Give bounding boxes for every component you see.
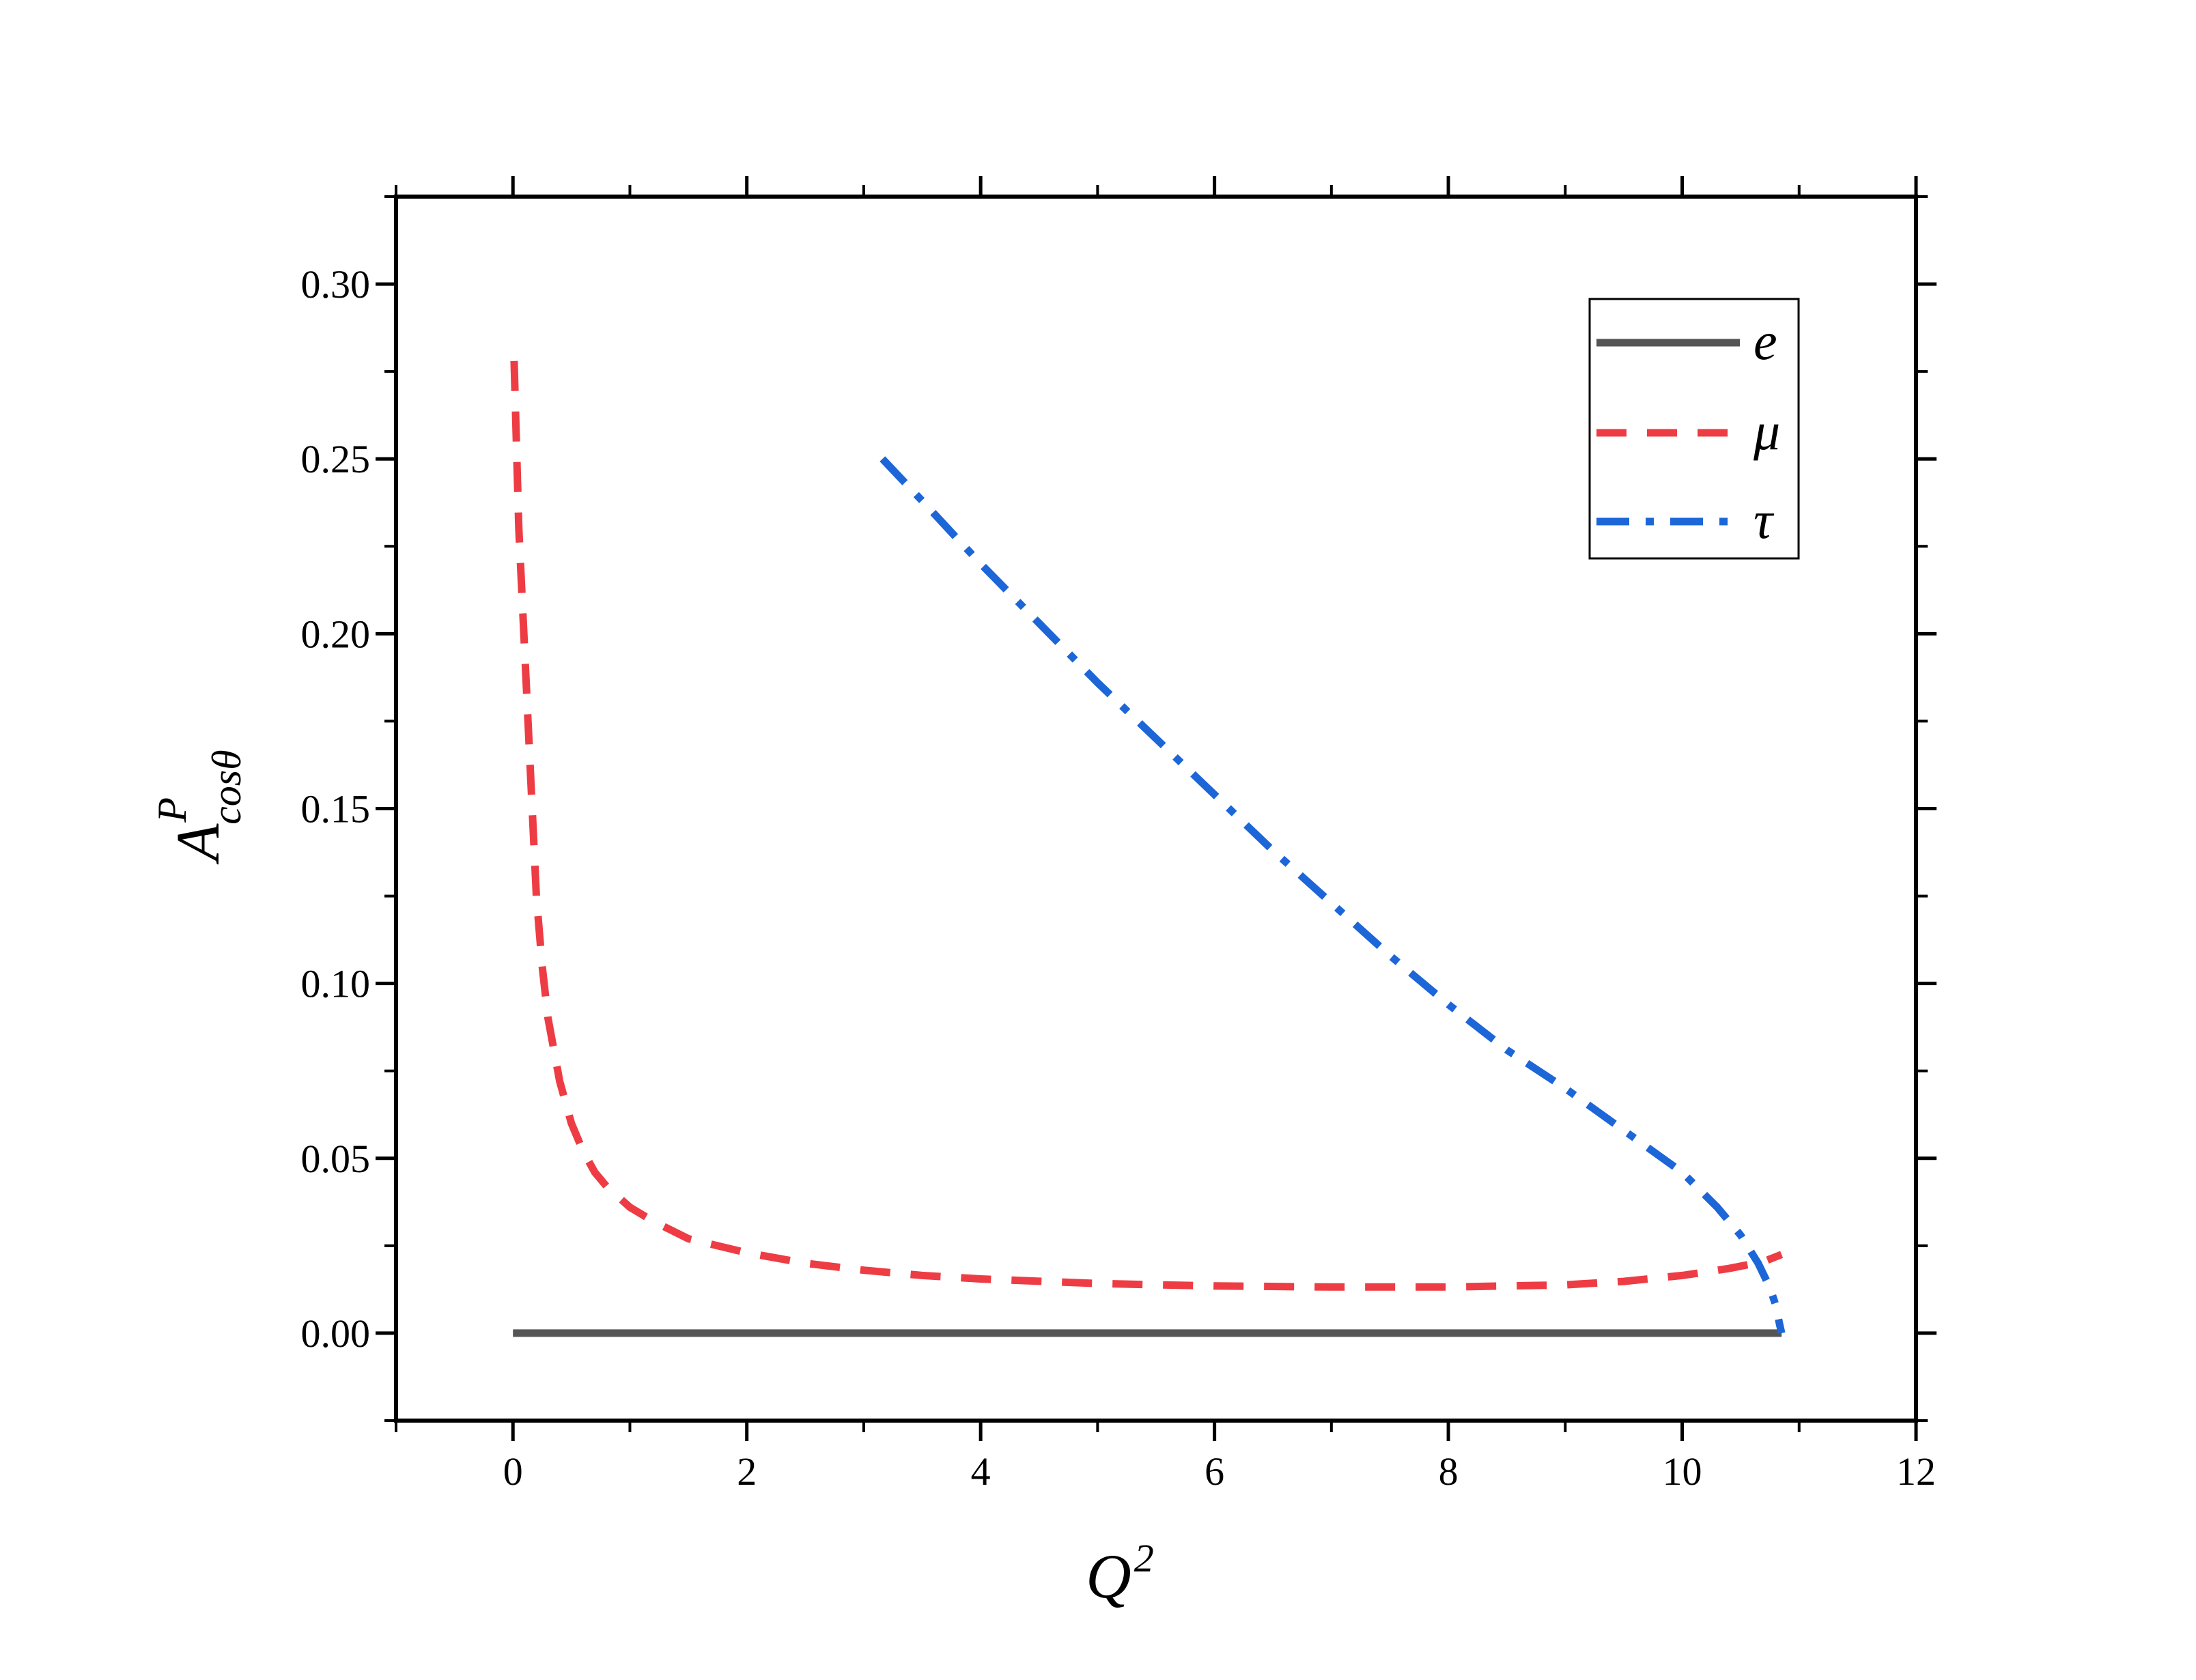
y-axis-label-sub: cosθ [204, 750, 249, 824]
ticks-layer [376, 176, 1937, 1441]
y-tick-label: 0.30 [301, 262, 371, 307]
series-line-2 [879, 456, 1786, 1335]
y-axis-label-base: A [165, 823, 232, 865]
legend-label-2: τ [1754, 490, 1775, 550]
x-tick-label: 10 [1663, 1449, 1702, 1494]
legend-items: eμτ [1596, 311, 1780, 550]
series-line-1 [510, 360, 1784, 1291]
series-layer [510, 360, 1786, 1337]
y-axis-label: AP cosθ [150, 750, 249, 864]
x-tick-label: 2 [737, 1449, 757, 1494]
y-tick-label: 0.15 [301, 787, 371, 831]
x-axis-label: Q2 [1086, 1536, 1153, 1611]
y-tick-label: 0.05 [301, 1137, 371, 1181]
x-tick-label: 4 [971, 1449, 991, 1494]
y-tick-label: 0.25 [301, 437, 371, 481]
legend: eμτ [1588, 298, 1800, 560]
x-tick-label: 8 [1439, 1449, 1459, 1494]
x-axis-label-base: Q [1086, 1541, 1131, 1611]
y-tick-label: 0.00 [301, 1311, 371, 1356]
y-tick-label: 0.20 [301, 612, 371, 656]
y-tick-label: 0.10 [301, 962, 371, 1006]
legend-label-0: e [1754, 311, 1777, 371]
legend-label-1: μ [1753, 401, 1780, 461]
x-axis-label-sup: 2 [1134, 1536, 1154, 1580]
x-tick-label: 0 [503, 1449, 523, 1494]
x-tick-label: 6 [1205, 1449, 1224, 1494]
y-axis-label-sup: P [150, 797, 195, 823]
tick-labels-layer: 0 2 4 6 8 10 12 0.00 0.05 0.10 0.15 0.20 0.25 0.30 [301, 262, 1937, 1494]
x-tick-label: 12 [1896, 1449, 1936, 1494]
